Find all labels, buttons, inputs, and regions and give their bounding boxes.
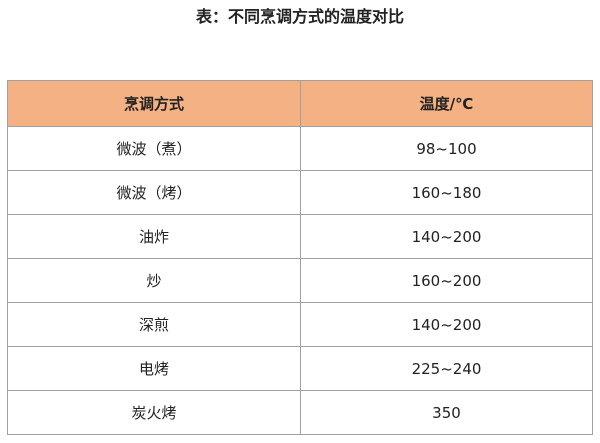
cooking-method-cell: 微波（烤） — [7, 170, 301, 215]
table-row: 炭火烤 350 — [7, 390, 593, 435]
header-row: 烹调方式 温度/℃ — [7, 80, 593, 127]
table-row: 微波（煮） 98~100 — [7, 126, 593, 171]
temperature-table: 烹调方式 温度/℃ 微波（煮） 98~100 微波（烤） 160~180 油炸 140~2… — [7, 80, 593, 435]
temperature-cell: 160~180 — [300, 170, 593, 215]
table-row: 油炸 140~200 — [7, 214, 593, 259]
cooking-method-cell: 微波（煮） — [7, 126, 301, 171]
cooking-method-cell: 油炸 — [7, 214, 301, 259]
temperature-cell: 350 — [300, 390, 593, 435]
temperature-cell: 140~200 — [300, 302, 593, 347]
cooking-method-cell: 炒 — [7, 258, 301, 303]
cooking-method-cell: 炭火烤 — [7, 390, 301, 435]
table-title: 表：不同烹调方式的温度对比 — [195, 7, 404, 26]
table-row: 微波（烤） 160~180 — [7, 170, 593, 215]
table-row: 深煎 140~200 — [7, 302, 593, 347]
temperature-cell: 160~200 — [300, 258, 593, 303]
temperature-cell: 98~100 — [300, 126, 593, 171]
temperature-cell: 140~200 — [300, 214, 593, 259]
table-row: 炒 160~200 — [7, 258, 593, 303]
header-temperature: 温度/℃ — [300, 80, 593, 127]
table-row: 电烤 225~240 — [7, 346, 593, 391]
header-cooking-method: 烹调方式 — [7, 80, 301, 127]
cooking-method-cell: 电烤 — [7, 346, 301, 391]
cooking-method-cell: 深煎 — [7, 302, 301, 347]
temperature-cell: 225~240 — [300, 346, 593, 391]
